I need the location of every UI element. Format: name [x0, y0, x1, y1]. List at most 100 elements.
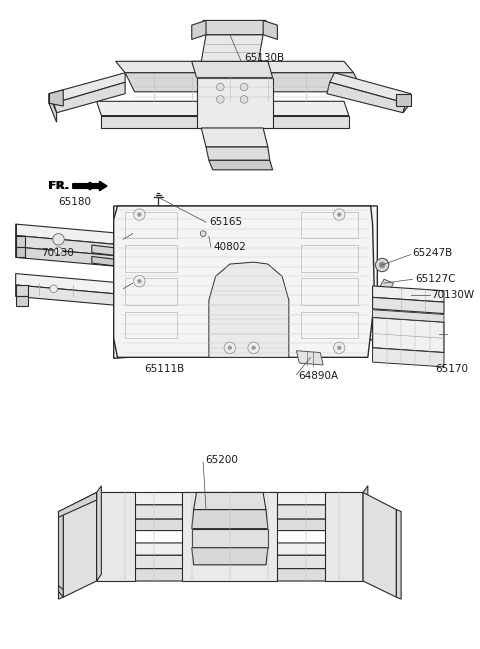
Polygon shape [16, 224, 123, 245]
Circle shape [55, 247, 62, 254]
Circle shape [53, 234, 64, 245]
Polygon shape [96, 493, 368, 505]
Text: 64890A: 64890A [299, 371, 338, 382]
Circle shape [224, 342, 236, 354]
Circle shape [134, 209, 145, 220]
Polygon shape [263, 20, 277, 40]
Polygon shape [372, 310, 444, 322]
Polygon shape [327, 82, 406, 113]
Polygon shape [403, 93, 411, 113]
Polygon shape [16, 247, 25, 258]
Polygon shape [193, 493, 266, 509]
Polygon shape [16, 236, 123, 256]
Polygon shape [111, 569, 374, 581]
Polygon shape [363, 486, 368, 581]
Circle shape [334, 342, 345, 354]
Polygon shape [16, 285, 28, 297]
Text: 65111B: 65111B [144, 363, 184, 374]
Text: 65130B: 65130B [244, 53, 284, 64]
Text: 65165: 65165 [209, 217, 242, 227]
Polygon shape [16, 247, 123, 267]
Polygon shape [372, 317, 444, 352]
Polygon shape [49, 73, 125, 103]
Circle shape [50, 285, 58, 293]
Polygon shape [330, 73, 411, 103]
Circle shape [240, 83, 248, 91]
Polygon shape [372, 297, 444, 313]
Polygon shape [196, 77, 273, 128]
Polygon shape [192, 548, 268, 565]
Polygon shape [49, 90, 63, 106]
Polygon shape [92, 245, 123, 256]
Polygon shape [101, 505, 371, 519]
Circle shape [252, 346, 255, 350]
Polygon shape [192, 509, 268, 529]
Polygon shape [63, 493, 96, 597]
Text: 40802: 40802 [214, 242, 247, 252]
Polygon shape [109, 556, 372, 569]
Polygon shape [201, 34, 263, 62]
Polygon shape [192, 62, 273, 77]
Polygon shape [96, 493, 134, 581]
Polygon shape [206, 147, 270, 160]
Circle shape [216, 95, 224, 103]
Text: 65200: 65200 [205, 455, 238, 465]
Text: 65180: 65180 [59, 197, 92, 207]
Polygon shape [203, 20, 266, 34]
Polygon shape [192, 529, 268, 548]
Polygon shape [59, 493, 96, 517]
Polygon shape [182, 493, 277, 581]
Polygon shape [59, 586, 63, 597]
Polygon shape [116, 62, 354, 73]
Circle shape [200, 231, 206, 236]
Polygon shape [396, 509, 401, 599]
Text: FR.: FR. [48, 181, 68, 191]
Polygon shape [372, 348, 444, 367]
Polygon shape [104, 519, 372, 531]
FancyArrow shape [73, 181, 107, 191]
Circle shape [337, 346, 341, 350]
Circle shape [134, 275, 145, 287]
Circle shape [228, 346, 232, 350]
Polygon shape [201, 128, 268, 147]
Polygon shape [59, 509, 63, 599]
Polygon shape [209, 160, 273, 170]
Text: FR.: FR. [49, 181, 70, 191]
Text: 70130W: 70130W [432, 289, 475, 300]
Text: 70130: 70130 [41, 248, 74, 258]
Circle shape [334, 209, 345, 220]
Polygon shape [16, 297, 28, 306]
Polygon shape [125, 73, 363, 92]
Circle shape [137, 213, 141, 217]
Polygon shape [96, 486, 101, 581]
Polygon shape [363, 493, 396, 597]
Circle shape [137, 279, 141, 283]
Polygon shape [106, 543, 371, 556]
Polygon shape [297, 350, 323, 365]
Circle shape [337, 213, 341, 217]
Polygon shape [16, 274, 123, 295]
Polygon shape [380, 279, 394, 291]
Polygon shape [396, 93, 411, 106]
Polygon shape [54, 82, 125, 113]
Circle shape [248, 342, 259, 354]
Polygon shape [372, 286, 444, 302]
Circle shape [216, 83, 224, 91]
Circle shape [240, 95, 248, 103]
Polygon shape [92, 256, 123, 267]
Polygon shape [114, 206, 374, 358]
Polygon shape [209, 262, 289, 358]
Circle shape [375, 258, 389, 272]
Polygon shape [101, 116, 349, 128]
Text: 65170: 65170 [435, 363, 468, 374]
Polygon shape [16, 285, 123, 306]
Polygon shape [325, 493, 363, 581]
Polygon shape [16, 236, 25, 247]
Text: 65127C: 65127C [415, 275, 456, 284]
Circle shape [379, 262, 385, 268]
Polygon shape [114, 206, 377, 358]
Text: 65247B: 65247B [413, 248, 453, 258]
Polygon shape [96, 101, 349, 116]
Polygon shape [192, 20, 206, 40]
Polygon shape [49, 93, 57, 122]
